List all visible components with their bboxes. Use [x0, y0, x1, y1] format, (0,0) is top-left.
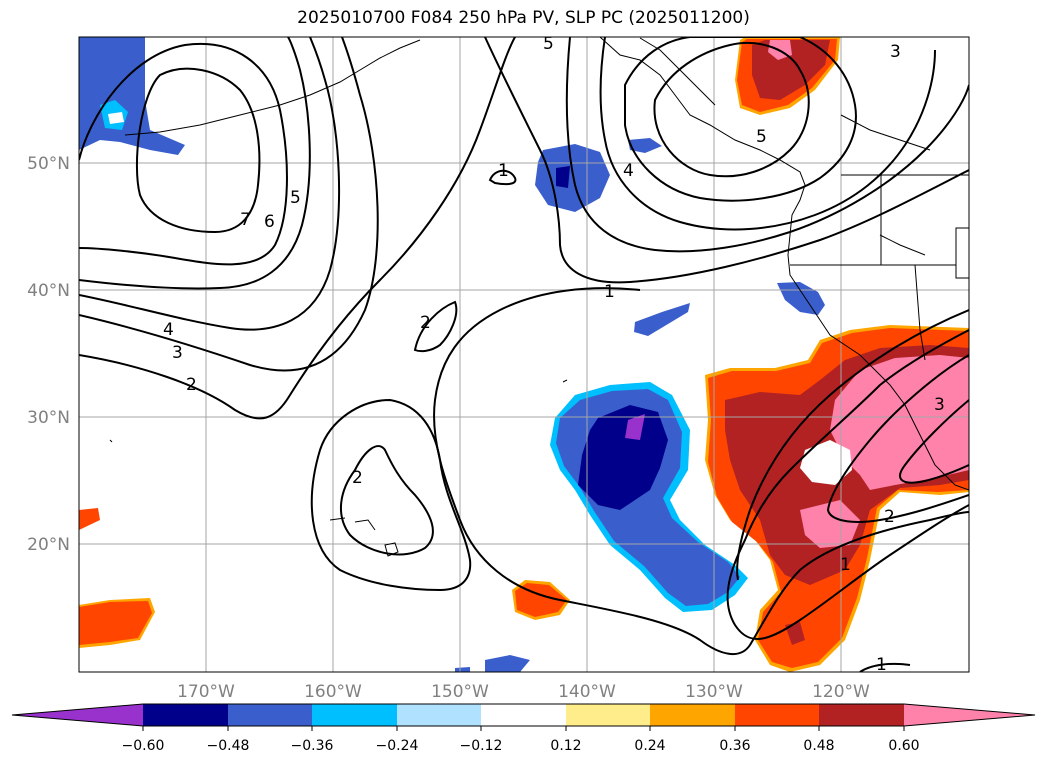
slp-contours	[79, 37, 969, 672]
contour-label: 6	[264, 212, 275, 232]
colorbar-segment	[228, 704, 312, 726]
lat-tick-label: 40°N	[27, 281, 70, 301]
lat-tick-label: 20°N	[27, 535, 70, 555]
colorbar-segment	[819, 704, 904, 726]
contour-label: 4	[163, 320, 174, 340]
lon-tick-label: 160°W	[304, 682, 362, 702]
colorbar-tick-label: −0.48	[207, 738, 250, 754]
contour-label: 1	[498, 161, 509, 181]
lon-tick-label: 120°W	[812, 682, 870, 702]
lon-tick-label: 140°W	[558, 682, 616, 702]
pv-shading	[79, 37, 969, 672]
contour-label: 2	[884, 507, 895, 527]
colorbar-under-triangle	[12, 704, 143, 726]
contour-label: 3	[934, 395, 945, 415]
contour-label: 7	[240, 210, 251, 230]
contour-label: 3	[172, 343, 183, 363]
colorbar-tick-label: 0.60	[888, 738, 919, 754]
contour-label: 1	[604, 282, 615, 302]
contour-label: 3	[890, 42, 901, 62]
colorbar: −0.60 −0.48 −0.36 −0.24 −0.12 0.12 0.24 …	[11, 703, 1036, 754]
colorbar-segment	[566, 704, 650, 726]
lat-tick-labels: 50°N 40°N 30°N 20°N	[27, 154, 70, 555]
lon-tick-label: 170°W	[177, 682, 235, 702]
contour-labels: 1 1 1 1 2 2 2 2 3 3 3 4 4 5 5 5 6 7	[163, 34, 945, 675]
contour-label: 2	[352, 468, 363, 488]
coastlines	[109, 37, 969, 557]
colorbar-tick-label: −0.60	[122, 738, 165, 754]
colorbar-tick-label: −0.24	[376, 738, 419, 754]
colorbar-segment	[650, 704, 735, 726]
lat-tick-label: 30°N	[27, 408, 70, 428]
colorbar-over-triangle	[904, 704, 1035, 726]
map-title: 2025010700 F084 250 hPa PV, SLP PC (2025…	[297, 8, 750, 28]
lon-tick-label: 130°W	[685, 682, 743, 702]
contour-label: 1	[876, 655, 887, 675]
contour-label: 5	[290, 188, 301, 208]
contour-label: 2	[420, 313, 431, 333]
colorbar-segment	[312, 704, 397, 726]
colorbar-segment	[143, 704, 228, 726]
colorbar-tick-label: 0.12	[550, 738, 581, 754]
contour-label: 5	[756, 127, 767, 147]
colorbar-segment	[735, 704, 819, 726]
contour-label: 5	[543, 34, 554, 54]
colorbar-tick-label: 0.48	[803, 738, 834, 754]
colorbar-tick-label: 0.36	[719, 738, 750, 754]
contour-label: 1	[840, 555, 851, 575]
colorbar-segment	[481, 704, 566, 726]
colorbar-segment	[397, 704, 481, 726]
lon-tick-label: 150°W	[431, 682, 489, 702]
colorbar-tick-label: −0.12	[460, 738, 503, 754]
lat-tick-label: 50°N	[27, 154, 70, 174]
colorbar-tick-label: 0.24	[634, 738, 665, 754]
colorbar-tick-label: −0.36	[291, 738, 334, 754]
lon-tick-labels: 170°W 160°W 150°W 140°W 130°W 120°W	[177, 682, 870, 702]
contour-label: 4	[623, 161, 634, 181]
contour-label: 2	[186, 375, 197, 395]
map-frame	[78, 36, 970, 673]
